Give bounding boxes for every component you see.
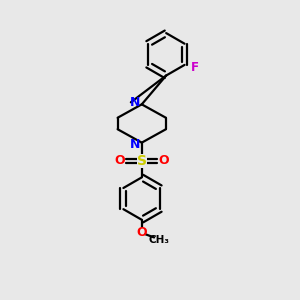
Text: O: O bbox=[115, 154, 125, 167]
Text: S: S bbox=[137, 154, 147, 168]
Text: CH₃: CH₃ bbox=[149, 236, 170, 245]
Text: F: F bbox=[191, 61, 199, 74]
Text: O: O bbox=[158, 154, 169, 167]
Text: N: N bbox=[130, 96, 140, 110]
Text: N: N bbox=[130, 138, 140, 151]
Text: O: O bbox=[136, 226, 147, 239]
